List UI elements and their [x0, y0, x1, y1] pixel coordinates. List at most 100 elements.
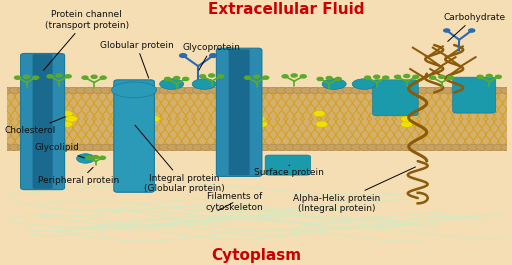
Circle shape — [413, 75, 419, 78]
Circle shape — [99, 156, 105, 160]
Circle shape — [430, 76, 436, 79]
Circle shape — [125, 87, 138, 94]
Circle shape — [359, 87, 371, 94]
Circle shape — [209, 144, 221, 151]
Circle shape — [401, 87, 413, 94]
Circle shape — [442, 144, 454, 151]
Circle shape — [448, 76, 454, 79]
Circle shape — [267, 87, 280, 94]
Circle shape — [125, 144, 138, 151]
Text: Cholesterol: Cholesterol — [5, 117, 66, 135]
Circle shape — [56, 74, 62, 77]
Circle shape — [376, 87, 388, 94]
Circle shape — [92, 144, 104, 151]
Circle shape — [226, 144, 238, 151]
Circle shape — [351, 144, 362, 151]
Circle shape — [151, 87, 163, 94]
Text: Integral protein
(Globular protein): Integral protein (Globular protein) — [135, 125, 224, 193]
Circle shape — [335, 77, 342, 81]
Circle shape — [184, 87, 196, 94]
Circle shape — [226, 87, 238, 94]
Circle shape — [334, 87, 346, 94]
FancyBboxPatch shape — [33, 54, 53, 189]
Circle shape — [292, 87, 304, 94]
Circle shape — [218, 75, 224, 78]
Circle shape — [134, 144, 146, 151]
Circle shape — [86, 156, 92, 160]
Circle shape — [300, 75, 306, 78]
Circle shape — [383, 76, 389, 79]
Circle shape — [134, 87, 146, 94]
Circle shape — [209, 87, 221, 94]
FancyBboxPatch shape — [373, 80, 418, 116]
Circle shape — [151, 144, 163, 151]
Circle shape — [392, 87, 404, 94]
FancyBboxPatch shape — [453, 77, 496, 113]
Text: Extracellular Fluid: Extracellular Fluid — [208, 2, 365, 17]
Circle shape — [476, 87, 488, 94]
Circle shape — [60, 121, 73, 127]
Circle shape — [142, 144, 154, 151]
Circle shape — [117, 87, 130, 94]
Circle shape — [401, 116, 413, 122]
Circle shape — [217, 87, 229, 94]
Circle shape — [167, 144, 179, 151]
Circle shape — [174, 77, 180, 80]
Circle shape — [501, 87, 512, 94]
Circle shape — [9, 87, 21, 94]
Circle shape — [313, 111, 325, 117]
Circle shape — [401, 144, 413, 151]
Circle shape — [392, 144, 404, 151]
Circle shape — [26, 87, 37, 94]
Circle shape — [367, 87, 379, 94]
Circle shape — [66, 116, 78, 122]
Circle shape — [417, 144, 430, 151]
Circle shape — [180, 54, 187, 58]
Circle shape — [159, 144, 171, 151]
Ellipse shape — [160, 79, 184, 89]
Circle shape — [42, 144, 54, 151]
Circle shape — [476, 144, 488, 151]
Circle shape — [201, 87, 212, 94]
FancyBboxPatch shape — [229, 50, 250, 175]
Circle shape — [91, 75, 97, 78]
Circle shape — [467, 144, 479, 151]
Circle shape — [92, 87, 104, 94]
Text: Surface protein: Surface protein — [254, 165, 324, 178]
Circle shape — [14, 76, 20, 79]
FancyBboxPatch shape — [114, 80, 155, 192]
Circle shape — [263, 76, 269, 79]
Circle shape — [367, 144, 379, 151]
Circle shape — [201, 144, 212, 151]
Circle shape — [468, 29, 475, 32]
Circle shape — [167, 87, 179, 94]
Ellipse shape — [352, 79, 376, 89]
Circle shape — [486, 74, 492, 78]
Circle shape — [267, 144, 280, 151]
Circle shape — [301, 144, 313, 151]
Circle shape — [326, 77, 332, 80]
Circle shape — [143, 124, 155, 130]
Circle shape — [193, 87, 204, 94]
Circle shape — [493, 144, 504, 151]
Circle shape — [51, 87, 62, 94]
Circle shape — [259, 87, 271, 94]
Circle shape — [401, 121, 413, 127]
Circle shape — [409, 87, 421, 94]
Circle shape — [403, 74, 410, 78]
Circle shape — [183, 77, 189, 81]
Circle shape — [24, 75, 30, 78]
Circle shape — [484, 144, 496, 151]
Circle shape — [1, 144, 13, 151]
Circle shape — [442, 87, 454, 94]
Circle shape — [242, 87, 254, 94]
Circle shape — [284, 144, 296, 151]
Circle shape — [251, 144, 263, 151]
Circle shape — [501, 144, 512, 151]
Circle shape — [251, 87, 263, 94]
Circle shape — [209, 54, 217, 58]
Circle shape — [193, 144, 204, 151]
Text: Cytoplasm: Cytoplasm — [211, 248, 302, 263]
Circle shape — [253, 116, 265, 122]
Circle shape — [9, 144, 21, 151]
